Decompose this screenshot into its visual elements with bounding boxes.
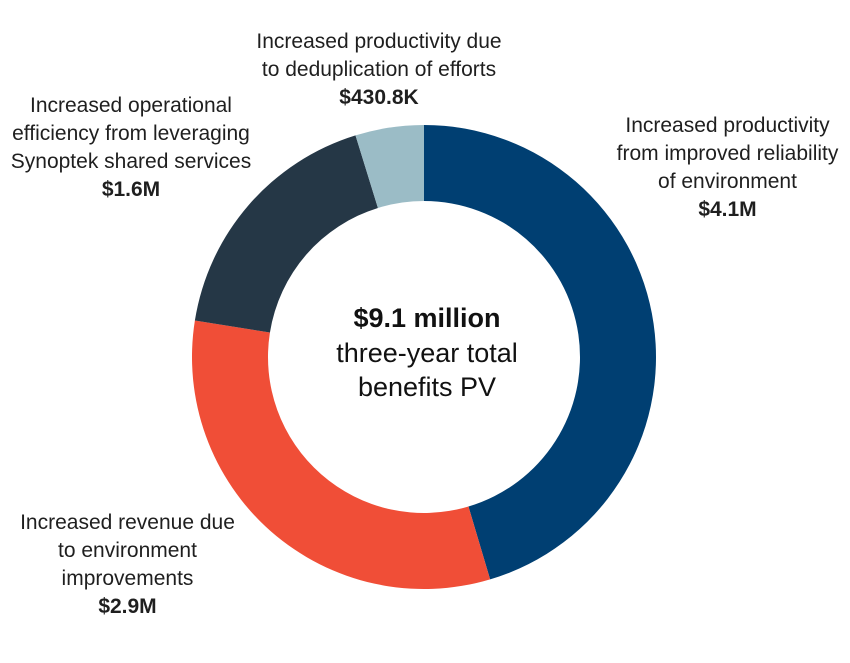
total-subtitle: three-year total benefits PV [336, 338, 518, 402]
slice-deduplication [355, 125, 424, 208]
slice-label-value: $1.6M [101, 178, 161, 201]
slice-label-shared-services: Increased operational efficiency from le… [0, 92, 262, 204]
slice-label-name: Increased operational efficiency from le… [10, 94, 252, 173]
slice-label-deduplication: Increased productivity due to deduplicat… [248, 28, 510, 112]
slice-shared-services [194, 135, 378, 333]
slice-revenue [192, 320, 491, 589]
slice-label-name: Increased productivity due to deduplicat… [256, 30, 502, 81]
center-summary: $9.1 million three-year total benefits P… [307, 300, 547, 404]
total-value: $9.1 million [353, 303, 501, 333]
slice-label-name: Increased revenue due to environment imp… [20, 511, 235, 590]
slice-label-revenue: Increased revenue due to environment imp… [10, 509, 245, 621]
slice-label-value: $430.8K [339, 86, 419, 109]
slice-label-value: $4.1M [698, 198, 757, 221]
slice-reliability [424, 125, 656, 580]
slice-label-reliability: Increased productivity from improved rel… [610, 112, 845, 224]
slice-label-name: Increased productivity from improved rel… [616, 114, 839, 193]
slice-label-value: $2.9M [98, 595, 157, 618]
